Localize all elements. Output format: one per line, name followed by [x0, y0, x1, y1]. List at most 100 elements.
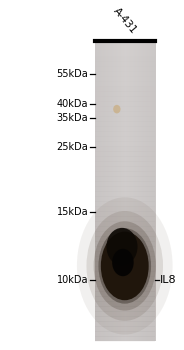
- Bar: [95, 106, 155, 112]
- Bar: [135, 41, 136, 341]
- Bar: [95, 327, 155, 332]
- Bar: [95, 316, 155, 322]
- Bar: [95, 191, 155, 197]
- Bar: [95, 251, 155, 257]
- Bar: [95, 186, 155, 192]
- Text: 35kDa: 35kDa: [57, 113, 88, 124]
- Bar: [101, 41, 102, 341]
- Bar: [146, 41, 147, 341]
- Bar: [144, 41, 145, 341]
- Text: A-431: A-431: [112, 6, 139, 36]
- Bar: [155, 41, 156, 341]
- Bar: [99, 41, 100, 341]
- Bar: [97, 41, 98, 341]
- Bar: [95, 146, 155, 152]
- Bar: [95, 156, 155, 162]
- Ellipse shape: [113, 105, 121, 113]
- Bar: [119, 41, 120, 341]
- Bar: [96, 41, 97, 341]
- Bar: [95, 246, 155, 252]
- Bar: [95, 231, 155, 237]
- Bar: [133, 41, 134, 341]
- Bar: [95, 76, 155, 82]
- Bar: [95, 241, 155, 247]
- Text: 55kDa: 55kDa: [56, 69, 88, 79]
- Bar: [95, 181, 155, 187]
- Ellipse shape: [106, 228, 138, 266]
- Ellipse shape: [94, 221, 156, 310]
- Bar: [112, 41, 113, 341]
- Bar: [118, 41, 119, 341]
- Bar: [95, 221, 155, 227]
- Bar: [95, 331, 155, 337]
- Bar: [147, 41, 148, 341]
- Bar: [95, 336, 155, 342]
- Bar: [140, 41, 141, 341]
- Bar: [129, 41, 130, 341]
- Bar: [95, 176, 155, 182]
- Bar: [138, 41, 139, 341]
- Bar: [95, 141, 155, 147]
- Bar: [95, 271, 155, 277]
- Bar: [127, 41, 128, 341]
- Bar: [105, 41, 106, 341]
- Bar: [152, 41, 153, 341]
- Bar: [95, 71, 155, 77]
- Bar: [95, 196, 155, 202]
- Bar: [139, 41, 140, 341]
- Bar: [95, 166, 155, 172]
- Bar: [95, 312, 155, 317]
- Bar: [95, 131, 155, 136]
- Bar: [113, 41, 114, 341]
- Ellipse shape: [101, 232, 149, 300]
- Bar: [95, 151, 155, 157]
- Bar: [95, 276, 155, 282]
- Bar: [95, 261, 155, 267]
- Bar: [104, 41, 105, 341]
- Bar: [149, 41, 150, 341]
- Bar: [133, 41, 134, 341]
- Bar: [95, 292, 155, 297]
- Bar: [125, 41, 126, 341]
- Bar: [95, 281, 155, 287]
- Bar: [95, 171, 155, 177]
- Bar: [95, 211, 155, 217]
- Bar: [150, 41, 151, 341]
- Bar: [95, 61, 155, 66]
- Bar: [127, 41, 128, 341]
- Bar: [124, 41, 125, 341]
- Bar: [123, 41, 124, 341]
- Bar: [136, 41, 137, 341]
- Bar: [95, 206, 155, 212]
- Bar: [102, 41, 103, 341]
- Bar: [134, 41, 135, 341]
- Bar: [103, 41, 104, 341]
- Bar: [95, 226, 155, 232]
- Bar: [142, 41, 143, 341]
- Bar: [109, 41, 110, 341]
- Text: 10kDa: 10kDa: [57, 275, 88, 285]
- Bar: [151, 41, 152, 341]
- Bar: [95, 41, 96, 341]
- Bar: [95, 121, 155, 127]
- Bar: [95, 116, 155, 121]
- Bar: [131, 41, 132, 341]
- Bar: [95, 126, 155, 132]
- Bar: [95, 41, 155, 47]
- Bar: [95, 321, 155, 327]
- Bar: [95, 46, 155, 51]
- Bar: [115, 41, 116, 341]
- Bar: [95, 91, 155, 97]
- Bar: [108, 41, 109, 341]
- Bar: [148, 41, 149, 341]
- Bar: [130, 41, 131, 341]
- Bar: [116, 41, 117, 341]
- Bar: [149, 41, 150, 341]
- Bar: [95, 286, 155, 292]
- Bar: [139, 41, 141, 341]
- Bar: [95, 86, 155, 92]
- Bar: [95, 41, 96, 341]
- Bar: [122, 41, 123, 341]
- Bar: [95, 56, 155, 62]
- Bar: [95, 101, 155, 107]
